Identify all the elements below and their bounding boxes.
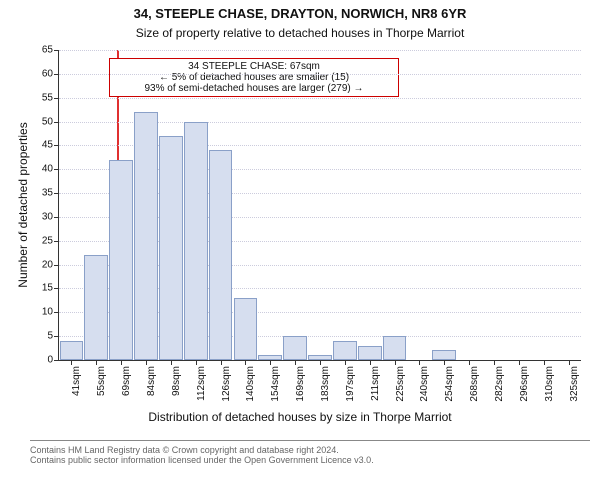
xtick-label: 240sqm	[419, 366, 430, 402]
xtick-label: 282sqm	[494, 366, 505, 402]
ytick-label: 60	[42, 68, 59, 79]
xtick-label: 84sqm	[146, 366, 157, 396]
gridline	[59, 74, 581, 75]
xtick-label: 197sqm	[345, 366, 356, 402]
ytick-label: 50	[42, 116, 59, 127]
xtick-label: 225sqm	[395, 366, 406, 402]
xtick-mark	[370, 360, 371, 365]
ytick-label: 65	[42, 45, 59, 56]
xtick-mark	[196, 360, 197, 365]
xtick-mark	[121, 360, 122, 365]
xtick-mark	[469, 360, 470, 365]
ytick-label: 25	[42, 235, 59, 246]
xtick-label: 268sqm	[469, 366, 480, 402]
histogram-bar	[209, 150, 233, 360]
ytick-label: 55	[42, 92, 59, 103]
histogram-bar	[358, 346, 382, 360]
ytick-label: 30	[42, 211, 59, 222]
xtick-label: 183sqm	[320, 366, 331, 402]
xtick-mark	[146, 360, 147, 365]
histogram-bar	[283, 336, 307, 360]
xtick-label: 211sqm	[370, 366, 381, 401]
xtick-label: 154sqm	[270, 366, 281, 402]
chart-title-line1: 34, STEEPLE CHASE, DRAYTON, NORWICH, NR8…	[0, 6, 600, 21]
xtick-mark	[71, 360, 72, 365]
plot-area: 34 STEEPLE CHASE: 67sqm ← 5% of detached…	[58, 50, 581, 361]
ytick-label: 35	[42, 188, 59, 199]
histogram-bar	[84, 255, 108, 360]
xtick-label: 296sqm	[519, 366, 530, 402]
xtick-label: 126sqm	[221, 366, 232, 402]
xtick-label: 140sqm	[245, 366, 256, 402]
xtick-label: 55sqm	[96, 366, 107, 396]
histogram-bar	[109, 160, 133, 360]
xtick-label: 254sqm	[444, 366, 455, 402]
y-axis-title: Number of detached properties	[16, 122, 30, 287]
xtick-mark	[444, 360, 445, 365]
xtick-label: 169sqm	[295, 366, 306, 402]
footer-line2: Contains public sector information licen…	[30, 455, 590, 465]
histogram-bar	[234, 298, 258, 360]
ytick-label: 0	[47, 355, 59, 366]
ytick-label: 10	[42, 307, 59, 318]
chart-title-line2: Size of property relative to detached ho…	[0, 26, 600, 40]
xtick-label: 325sqm	[569, 366, 580, 402]
ytick-label: 40	[42, 164, 59, 175]
callout-line3: 93% of semi-detached houses are larger (…	[116, 83, 392, 94]
xtick-mark	[345, 360, 346, 365]
xtick-label: 41sqm	[71, 366, 82, 396]
footer: Contains HM Land Registry data © Crown c…	[30, 440, 590, 465]
xtick-mark	[245, 360, 246, 365]
histogram-bar	[333, 341, 357, 360]
callout-line1: 34 STEEPLE CHASE: 67sqm	[116, 61, 392, 72]
ytick-label: 45	[42, 140, 59, 151]
xtick-mark	[544, 360, 545, 365]
chart-container: 34, STEEPLE CHASE, DRAYTON, NORWICH, NR8…	[0, 0, 600, 500]
gridline	[59, 98, 581, 99]
xtick-label: 310sqm	[544, 366, 555, 402]
x-axis-title: Distribution of detached houses by size …	[0, 410, 600, 424]
xtick-mark	[519, 360, 520, 365]
histogram-bar	[432, 350, 456, 360]
xtick-mark	[221, 360, 222, 365]
xtick-mark	[96, 360, 97, 365]
ytick-label: 5	[47, 331, 59, 342]
histogram-bar	[184, 122, 208, 360]
footer-line1: Contains HM Land Registry data © Crown c…	[30, 445, 590, 455]
xtick-mark	[270, 360, 271, 365]
xtick-mark	[395, 360, 396, 365]
xtick-mark	[569, 360, 570, 365]
xtick-label: 69sqm	[121, 366, 132, 396]
xtick-mark	[419, 360, 420, 365]
histogram-bar	[383, 336, 407, 360]
callout-box: 34 STEEPLE CHASE: 67sqm ← 5% of detached…	[109, 58, 399, 97]
xtick-mark	[171, 360, 172, 365]
ytick-label: 20	[42, 259, 59, 270]
xtick-mark	[494, 360, 495, 365]
ytick-label: 15	[42, 283, 59, 294]
xtick-label: 112sqm	[196, 366, 207, 401]
gridline	[59, 50, 581, 51]
xtick-mark	[320, 360, 321, 365]
xtick-label: 98sqm	[171, 366, 182, 396]
histogram-bar	[60, 341, 84, 360]
histogram-bar	[134, 112, 158, 360]
histogram-bar	[159, 136, 183, 360]
xtick-mark	[295, 360, 296, 365]
